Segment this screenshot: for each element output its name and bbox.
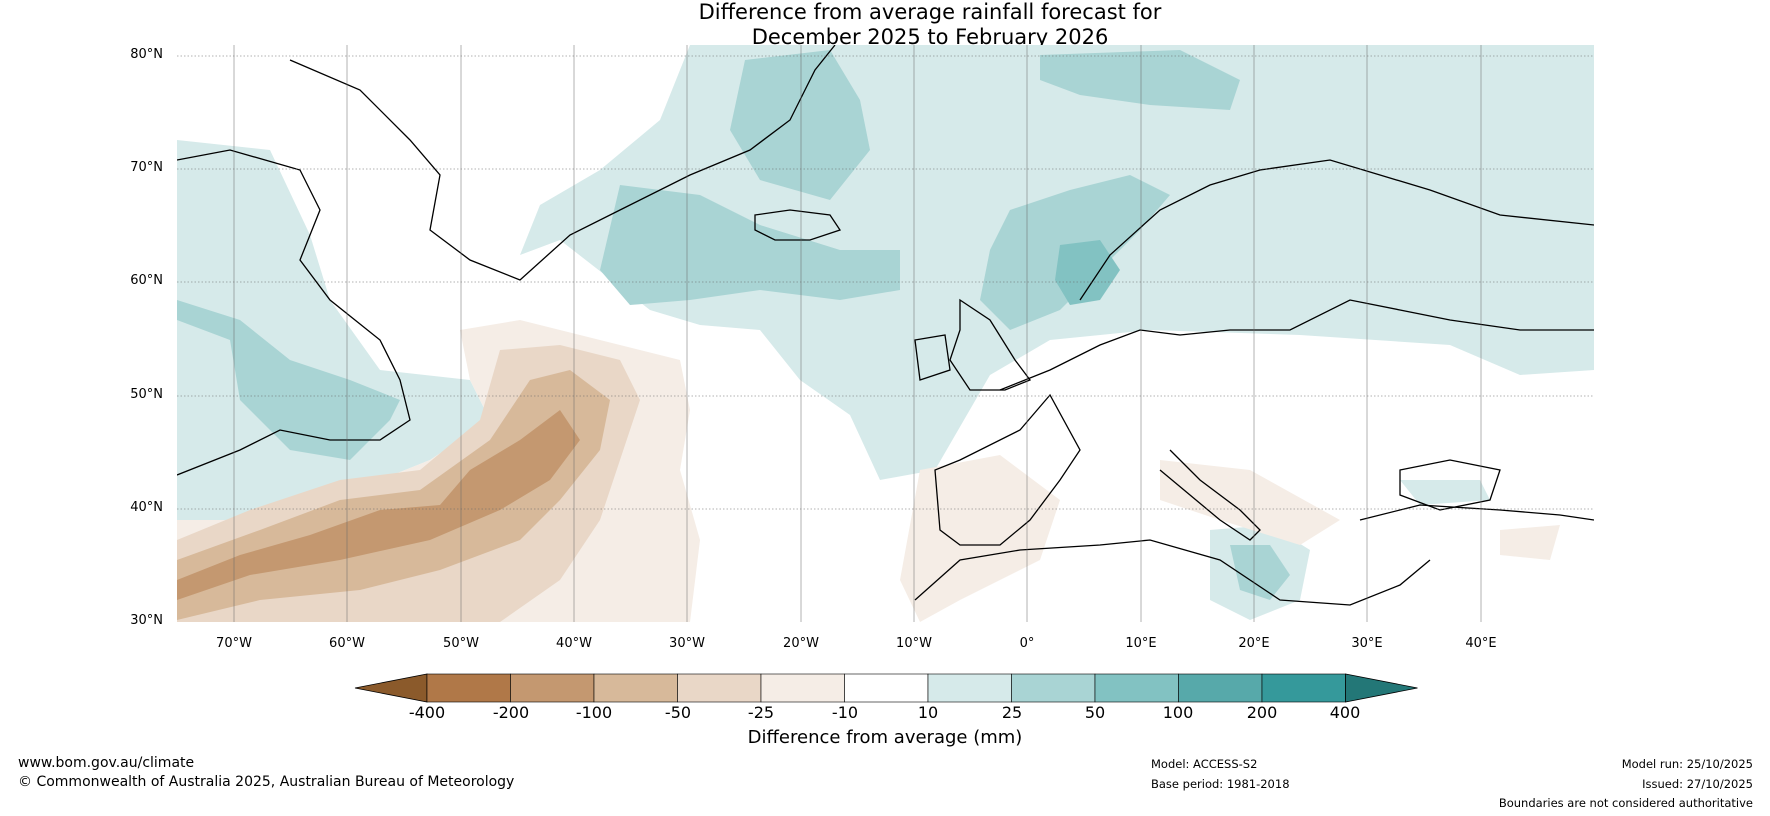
- model-run-date: Model run: 25/10/2025: [1621, 757, 1753, 771]
- colorbar-extend-low: [354, 673, 428, 703]
- lon-label-50w: 50°W: [443, 636, 479, 651]
- dry-region-core: [177, 410, 580, 600]
- anomaly-shading: [177, 45, 1594, 622]
- colorbar-tick: -50: [664, 703, 692, 722]
- turkey-coast: [1359, 504, 1594, 521]
- uk-coast: [949, 298, 1032, 391]
- lat-label-70: 70°N: [130, 160, 163, 175]
- colorbar-tick: 200: [1246, 703, 1278, 722]
- colorbar-bin: [1094, 673, 1179, 703]
- dry-region-europe: [900, 455, 1060, 622]
- colorbar-tick: 10: [917, 703, 939, 722]
- colorbar-label: Difference from average (mm): [747, 727, 1023, 748]
- lat-label-30: 30°N: [130, 613, 163, 628]
- lon-label-30w: 30°W: [669, 636, 705, 651]
- dry-region-balkans: [1160, 460, 1340, 545]
- lon-label-10e: 10°E: [1125, 636, 1157, 651]
- colorbar-tick: -400: [408, 703, 446, 722]
- model-name: Model: ACCESS-S2: [1151, 757, 1258, 771]
- coastlines: [177, 45, 1594, 606]
- colorbar-bin: [510, 673, 595, 703]
- lat-label-60: 60°N: [130, 273, 163, 288]
- lat-label-80: 80°N: [130, 47, 163, 62]
- colorbar-tick: -200: [492, 703, 530, 722]
- wet-region-black-sea: [1400, 480, 1490, 505]
- lon-label-20e: 20°E: [1238, 636, 1270, 651]
- colorbar-tick: -10: [831, 703, 859, 722]
- wet-region-mid-atlantic: [600, 185, 900, 305]
- lat-label-40: 40°N: [130, 500, 163, 515]
- wet-region-barents: [1040, 50, 1240, 110]
- copyright-text: © Commonwealth of Australia 2025, Austra…: [18, 774, 515, 790]
- map-title-line1: Difference from average rainfall forecas…: [698, 0, 1162, 24]
- boundaries-disclaimer: Boundaries are not considered authoritat…: [1498, 796, 1753, 810]
- colorbar-tick: -100: [575, 703, 613, 722]
- wet-region-labrador: [177, 140, 490, 520]
- colorbar-bin: [1011, 673, 1096, 703]
- iceland-coast: [754, 209, 842, 241]
- iberia-coast: [934, 393, 1081, 546]
- colorbar-extend-high: [1345, 673, 1418, 703]
- lon-label-40e: 40°E: [1465, 636, 1497, 651]
- gridlines: [177, 55, 1594, 510]
- lon-label-30e: 30°E: [1351, 636, 1383, 651]
- colorbar-tick: 400: [1329, 703, 1361, 722]
- colorbar: [354, 673, 1418, 703]
- dry-region-turkey: [1500, 525, 1560, 560]
- colorbar-bin: [1178, 673, 1263, 703]
- wet-region-labrador-core: [177, 300, 400, 460]
- colorbar-bin: [677, 673, 762, 703]
- colorbar-bin: [844, 673, 929, 703]
- continent-coast: [999, 299, 1594, 391]
- greenland-coast: [289, 45, 836, 281]
- italy-coast: [1159, 449, 1261, 541]
- colorbar-tick: -25: [747, 703, 775, 722]
- africa-coast: [914, 539, 1431, 606]
- wet-region-greenland-sea: [730, 50, 870, 200]
- colorbar-tick: 25: [1001, 703, 1023, 722]
- lon-label-40w: 40°W: [556, 636, 592, 651]
- wet-region-norway-core: [1055, 240, 1120, 305]
- lon-label-60w: 60°W: [329, 636, 365, 651]
- colorbar-bin: [927, 673, 1012, 703]
- black-sea-coast: [1399, 459, 1501, 511]
- labrador-coast: [177, 149, 411, 476]
- colorbar-bin: [1261, 673, 1346, 703]
- website-link[interactable]: www.bom.gov.au/climate: [18, 755, 195, 771]
- lon-label-20w: 20°W: [783, 636, 819, 651]
- scandinavia-coast: [1079, 159, 1594, 301]
- lon-label-70w: 70°W: [216, 636, 252, 651]
- wet-region-mediterranean-core: [1230, 545, 1290, 600]
- colorbar-bin: [426, 673, 511, 703]
- meridians: [233, 45, 1482, 622]
- base-period: Base period: 1981-2018: [1151, 777, 1290, 791]
- lon-label-0: 0°: [1019, 636, 1035, 651]
- ireland-coast: [914, 334, 951, 381]
- lat-label-50: 50°N: [130, 387, 163, 402]
- colorbar-tick: 100: [1162, 703, 1194, 722]
- issued-date: Issued: 27/10/2025: [1642, 777, 1753, 791]
- map-title: Difference from average rainfall forecas…: [0, 0, 1770, 50]
- colorbar-tick: 50: [1084, 703, 1106, 722]
- colorbar-bin: [593, 673, 678, 703]
- colorbar-bin: [760, 673, 845, 703]
- lon-label-10w: 10°W: [896, 636, 932, 651]
